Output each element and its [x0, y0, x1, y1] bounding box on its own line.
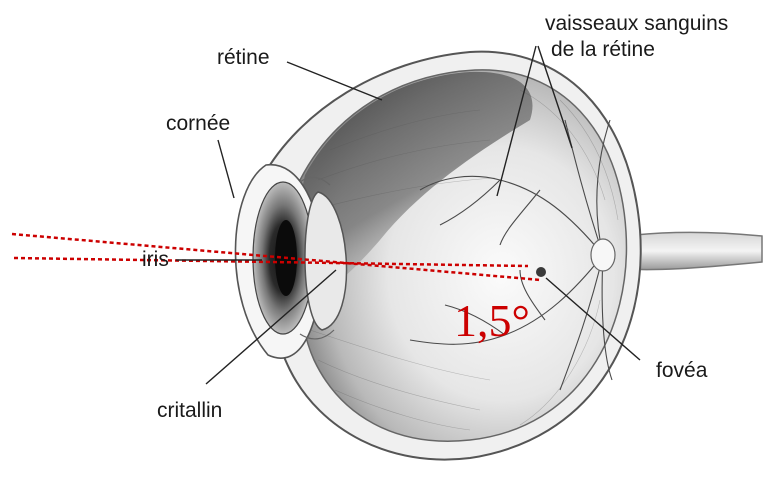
leader-vaisseaux-2 — [537, 45, 573, 149]
retina-texture — [309, 89, 619, 431]
sight-lines — [11, 232, 542, 282]
visual-axis-line — [11, 232, 542, 282]
optic-disc — [590, 238, 616, 272]
fovea-spot — [536, 267, 546, 277]
label-retine: rétine — [217, 46, 270, 69]
label-cristallin: critallin — [157, 399, 223, 422]
leader-cornee — [217, 139, 235, 199]
label-vaisseaux-line1: vaisseaux sanguins — [545, 12, 729, 35]
leader-fovea — [545, 277, 641, 361]
optic-nerve — [611, 231, 763, 271]
angle-label: 1,5° — [454, 295, 530, 346]
label-cornee: cornée — [166, 112, 231, 135]
leader-retine — [286, 61, 383, 101]
ciliary-body — [299, 176, 335, 340]
lens-shape — [304, 191, 348, 331]
label-fovea: fovéa — [656, 359, 708, 382]
leader-lines — [176, 45, 641, 385]
leader-vaisseaux-1 — [496, 45, 537, 197]
retinal-blood-vessels — [409, 119, 613, 391]
optical-axis-line — [13, 256, 529, 268]
retina-dark-region — [298, 71, 533, 300]
leader-cristallin — [205, 269, 337, 385]
label-iris: iris — [142, 248, 169, 271]
label-vaisseaux-line2: de la rétine — [551, 38, 655, 61]
